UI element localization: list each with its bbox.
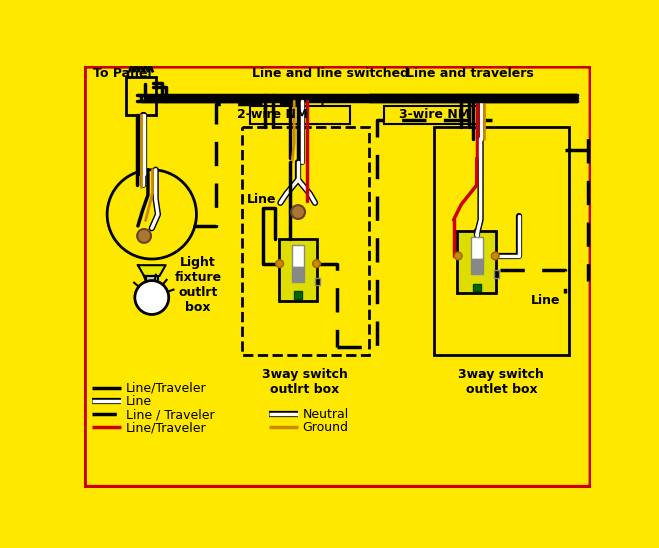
Text: Line: Line: [126, 395, 152, 408]
Circle shape: [291, 205, 305, 219]
Bar: [146, 276, 158, 287]
Bar: [384, 106, 484, 124]
Text: 3way switch
outlrt box: 3way switch outlrt box: [262, 368, 348, 396]
Bar: [471, 259, 483, 275]
Bar: [473, 284, 480, 292]
Bar: [315, 277, 320, 285]
Text: Line and line switched: Line and line switched: [252, 67, 409, 81]
Text: Neutral: Neutral: [302, 408, 349, 421]
Bar: [250, 106, 350, 124]
Bar: [127, 77, 156, 115]
Circle shape: [135, 281, 169, 315]
Circle shape: [455, 252, 462, 260]
Text: 3-wire NM: 3-wire NM: [399, 108, 470, 121]
Text: Line: Line: [247, 193, 277, 206]
Text: 3way switch
outlet box: 3way switch outlet box: [459, 368, 544, 396]
Text: Line: Line: [530, 294, 560, 307]
Text: Line/Traveler: Line/Traveler: [126, 421, 206, 434]
Text: 2-wire NM: 2-wire NM: [237, 108, 308, 121]
Circle shape: [313, 260, 320, 267]
Bar: [292, 245, 304, 267]
Bar: [292, 267, 304, 282]
Bar: [294, 292, 302, 299]
Bar: [494, 270, 499, 277]
Circle shape: [137, 229, 151, 243]
Bar: [434, 127, 569, 355]
Bar: [457, 231, 496, 293]
Text: To Panel: To Panel: [94, 67, 152, 81]
Circle shape: [492, 252, 499, 260]
Bar: [242, 127, 369, 355]
Bar: [279, 239, 318, 301]
Polygon shape: [138, 265, 165, 276]
Text: Line/Traveler: Line/Traveler: [126, 382, 206, 395]
Text: Light
fixture
outlrt
box: Light fixture outlrt box: [175, 256, 221, 314]
Circle shape: [275, 260, 283, 267]
Text: Ground: Ground: [302, 421, 349, 434]
Text: Line / Traveler: Line / Traveler: [126, 408, 214, 421]
Text: Line and travelers: Line and travelers: [406, 67, 534, 81]
Bar: [471, 237, 483, 259]
FancyBboxPatch shape: [85, 66, 590, 487]
